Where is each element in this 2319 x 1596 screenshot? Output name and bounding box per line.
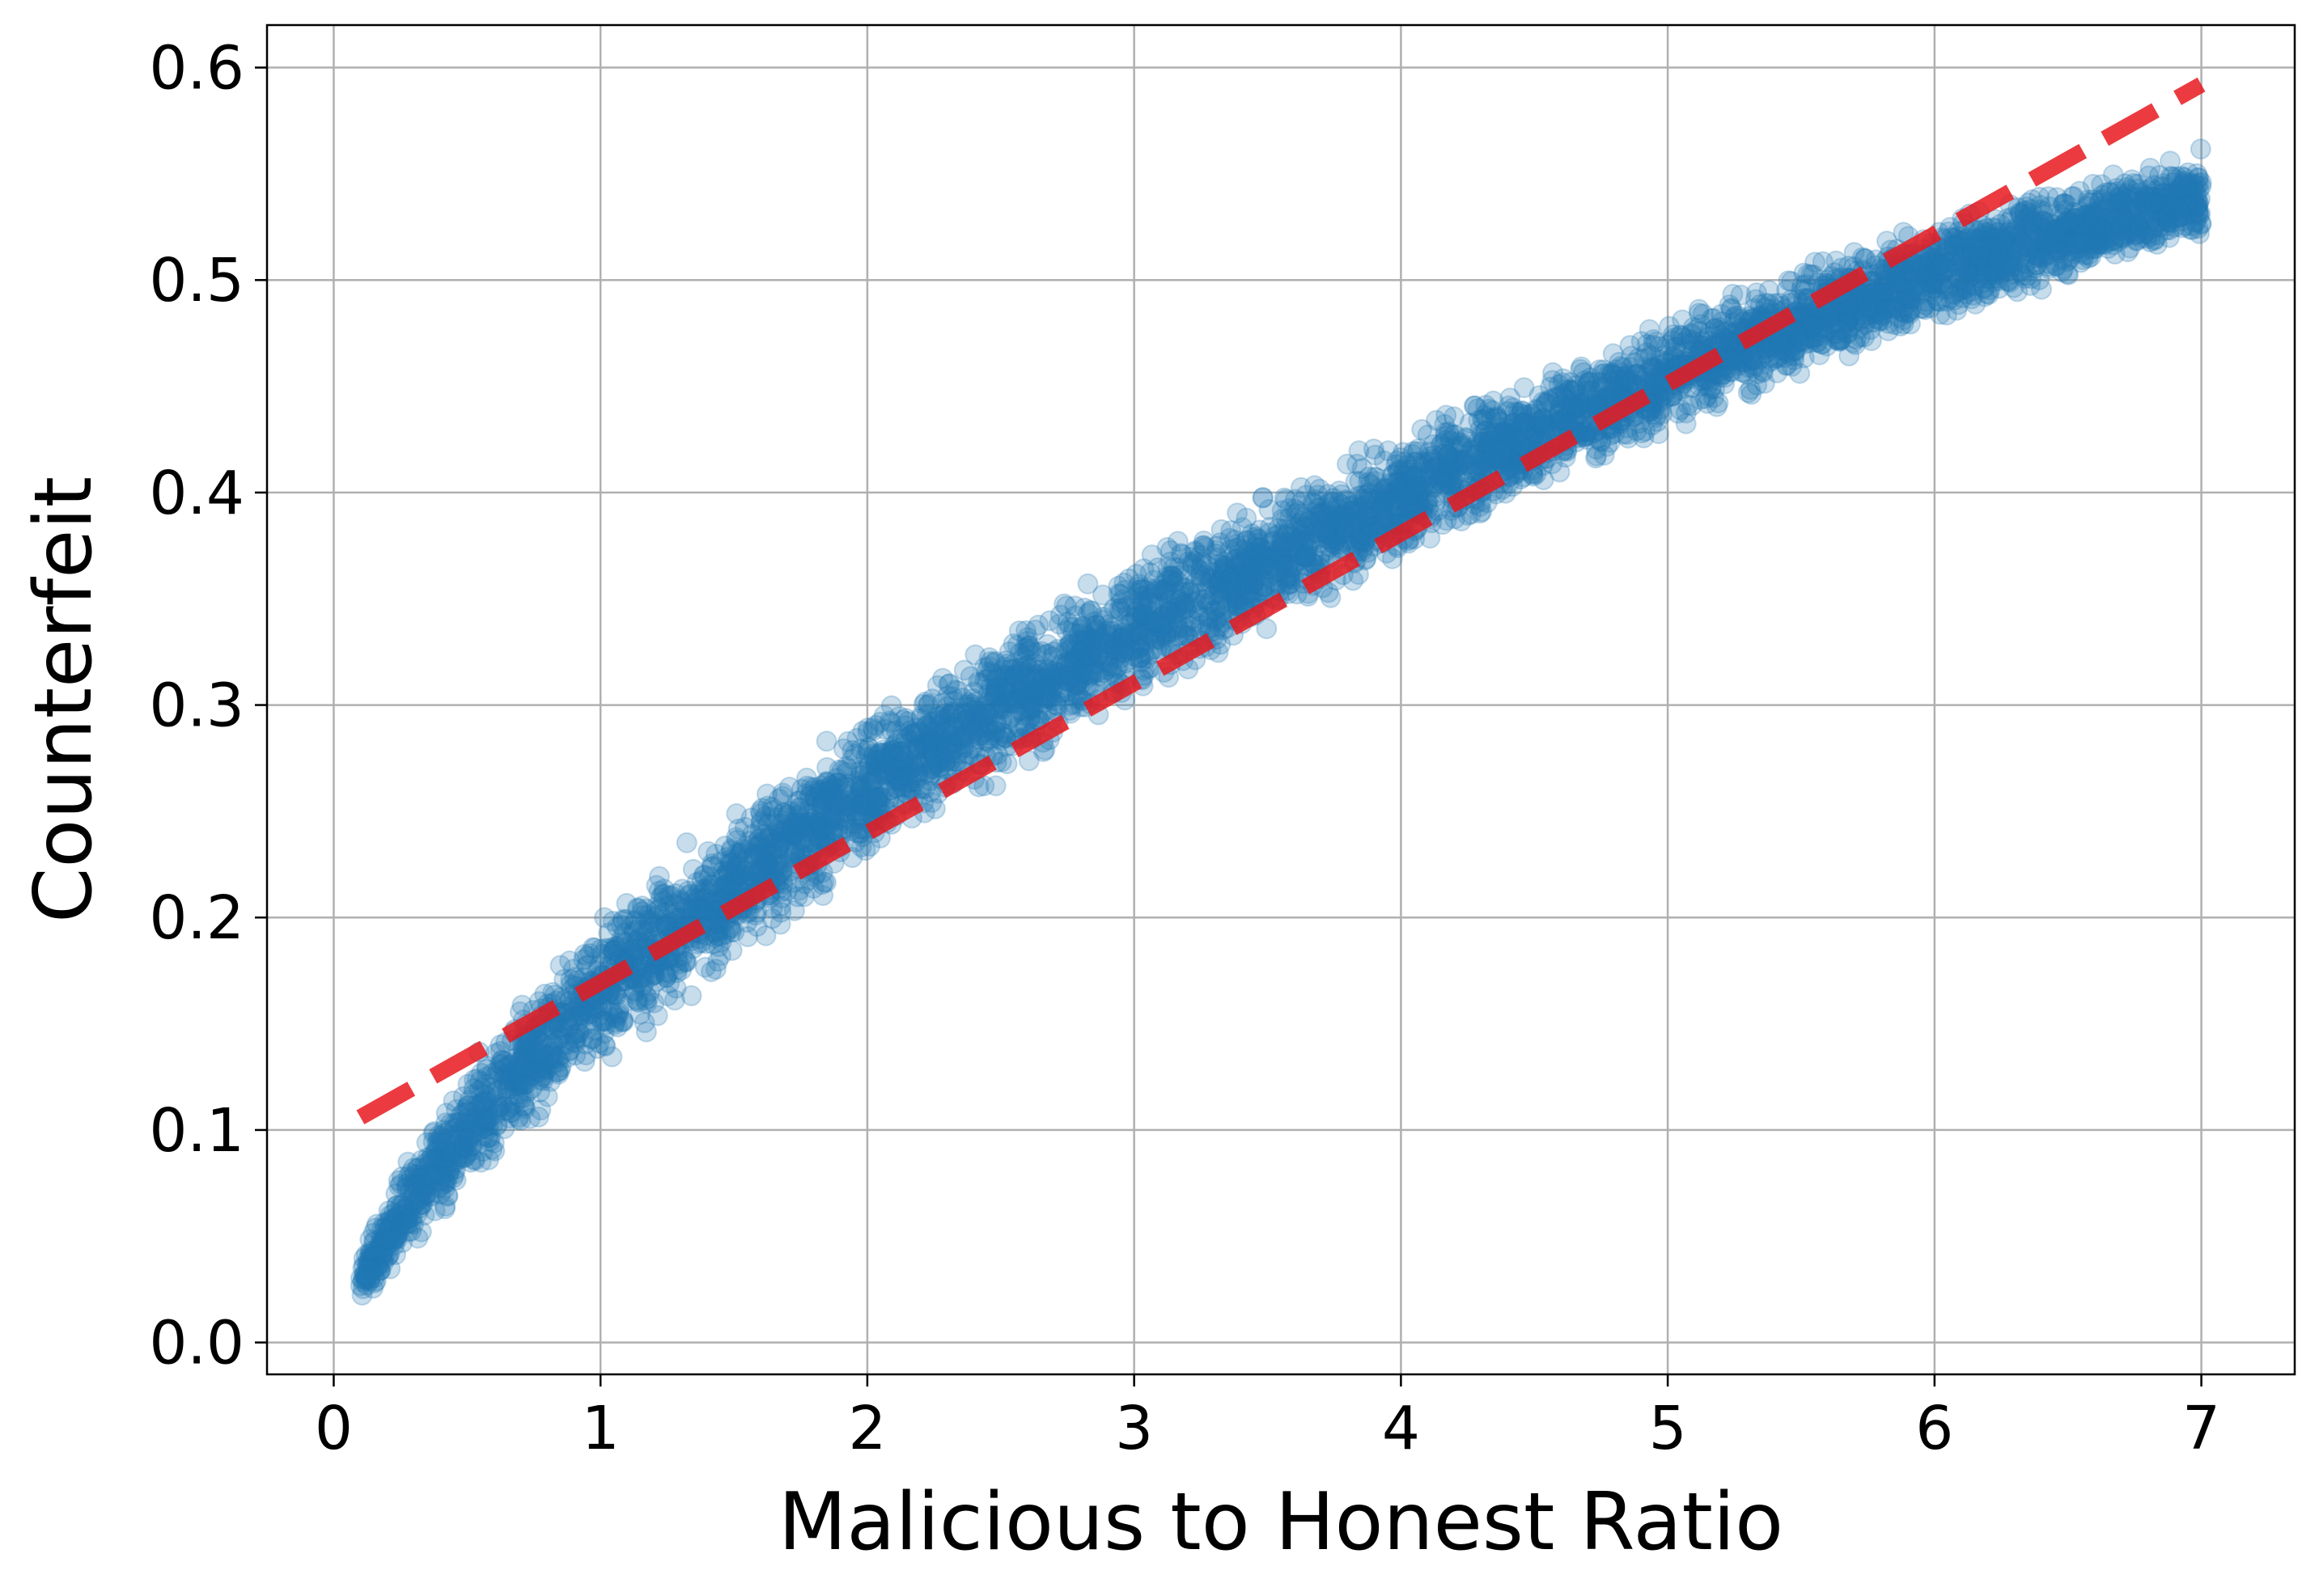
scatter-point xyxy=(773,784,792,803)
scatter-point xyxy=(1338,455,1357,474)
scatter-point xyxy=(1227,503,1247,523)
scatter-point xyxy=(771,915,791,934)
scatter-point xyxy=(1079,574,1098,594)
scatter-point xyxy=(817,731,837,751)
scatter-point xyxy=(2191,139,2211,159)
scatter-point xyxy=(1845,243,1864,262)
scatter-point xyxy=(727,804,746,823)
scatter-point xyxy=(1065,596,1084,616)
scatter-point xyxy=(1049,615,1069,634)
